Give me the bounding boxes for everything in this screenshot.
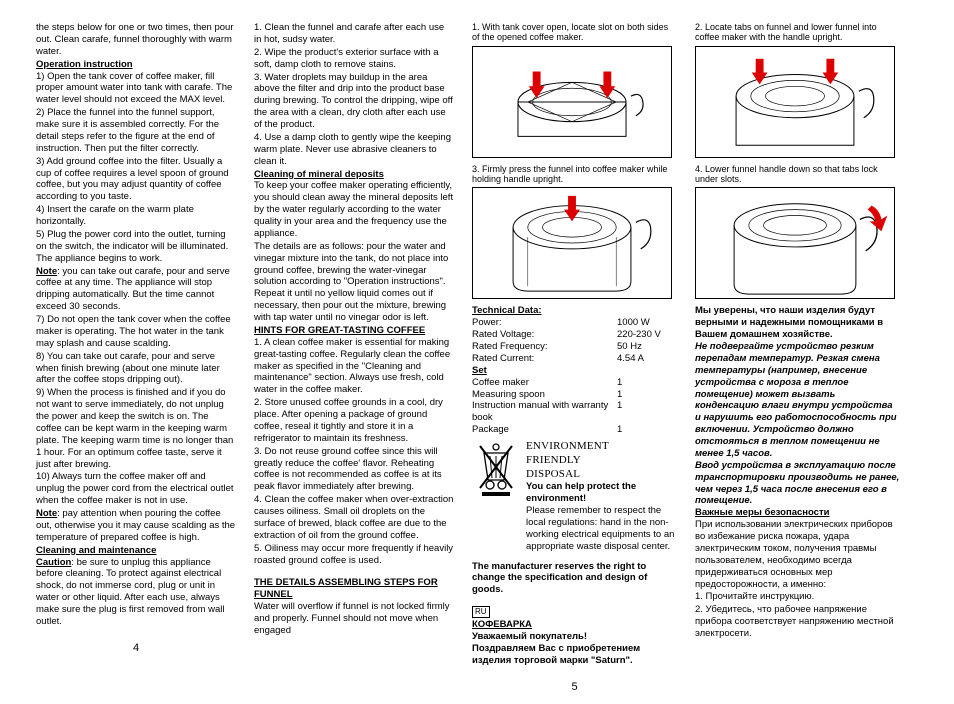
ru-text-italic: Ввод устройства в эксплуатацию после тра… <box>695 460 900 508</box>
column-1: the steps below for one or two times, th… <box>36 22 236 694</box>
spec-row: Rated Voltage:220-230 V <box>472 329 677 341</box>
text: The details are as follows: pour the wat… <box>254 241 454 324</box>
text: To keep your coffee maker operating effi… <box>254 180 454 239</box>
heading-assembling: THE DETAILS ASSEMBLING STEPS FOR FUNNEL <box>254 577 454 601</box>
spec-row: Rated Frequency:50 Hz <box>472 341 677 353</box>
spec-row: Power:1000 W <box>472 317 677 329</box>
page-number: 4 <box>36 642 236 656</box>
text: 8) You can take out carafe, pour and ser… <box>36 351 236 387</box>
text: 5. Oiliness may occur more frequently if… <box>254 543 454 567</box>
text: 2) Place the funnel into the funnel supp… <box>36 107 236 155</box>
page-number: 5 <box>472 681 677 695</box>
disposal-text: ENVIRONMENT FRIENDLY DISPOSAL You can he… <box>526 440 677 553</box>
caution-block: Caution: be sure to unplug this applianc… <box>36 557 236 628</box>
spec-val: 220-230 V <box>617 329 677 341</box>
text: 10) Always turn the coffee maker off and… <box>36 471 236 507</box>
diagram-4 <box>695 187 895 299</box>
text: 9) When the process is finished and if y… <box>36 387 236 470</box>
disposal-block: ENVIRONMENT FRIENDLY DISPOSAL You can he… <box>472 440 677 553</box>
heading-operation: Operation instruction <box>36 59 236 71</box>
ru-greeting: Уважаемый покупатель! <box>472 631 677 643</box>
heading-cleaning: Cleaning and maintenance <box>36 545 236 557</box>
spec-val: 50 Hz <box>617 341 677 353</box>
figure-caption-4: 4. Lower funnel handle down so that tabs… <box>695 164 900 185</box>
env-text: Please remember to respect the local reg… <box>526 505 677 553</box>
text: 7) Do not open the tank cover when the c… <box>36 314 236 350</box>
heading-hints: HINTS FOR GREAT-TASTING COFFEE <box>254 325 454 337</box>
set-val: 1 <box>617 424 677 436</box>
spec-key: Rated Frequency: <box>472 341 617 353</box>
text: 4. Use a damp cloth to gently wipe the k… <box>254 132 454 168</box>
set-val: 1 <box>617 389 677 401</box>
spec-row: Rated Current:4.54 A <box>472 353 677 365</box>
set-row: Measuring spoon1 <box>472 389 677 401</box>
ru-congrats: Поздравляем Вас с приобретением изделия … <box>472 643 677 667</box>
spec-key: Power: <box>472 317 617 329</box>
set-row: Instruction manual with warranty book1 <box>472 400 677 424</box>
text: 5) Plug the power cord into the outlet, … <box>36 229 236 265</box>
column-3: 1. With tank cover open, locate slot on … <box>472 22 677 694</box>
diagram-2 <box>695 46 895 158</box>
ru-text: 2. Убедитесь, что рабочее напряжение при… <box>695 604 900 640</box>
ru-text: 1. Прочитайте инструкцию. <box>695 591 900 603</box>
figure-caption-3: 3. Firmly press the funnel into coffee m… <box>472 164 677 185</box>
note-label: Note <box>36 266 57 277</box>
ru-text: Мы уверены, что наши изделия будут верны… <box>695 305 900 341</box>
text: 3) Add ground coffee into the filter. Us… <box>36 156 236 204</box>
env-title: ENVIRONMENT <box>526 440 677 454</box>
set-key: Package <box>472 424 617 436</box>
set-key: Measuring spoon <box>472 389 617 401</box>
set-val: 1 <box>617 400 677 424</box>
ru-text-italic: Не подвергайте устройство резким перепад… <box>695 341 900 460</box>
env-title: FRIENDLY <box>526 454 677 468</box>
set-val: 1 <box>617 377 677 389</box>
text: 3. Do not reuse ground coffee since this… <box>254 446 454 494</box>
set-key: Instruction manual with warranty book <box>472 400 617 424</box>
spec-val: 4.54 A <box>617 353 677 365</box>
column-2: 1. Clean the funnel and carafe after eac… <box>254 22 454 694</box>
ru-text: При использовании электрических приборов… <box>695 519 900 590</box>
set-heading: Set <box>472 365 677 377</box>
figure-caption-1: 1. With tank cover open, locate slot on … <box>472 22 677 43</box>
text: 3. Water droplets may buildup in the are… <box>254 72 454 131</box>
note-label: Note <box>36 508 57 519</box>
text: : pay attention when pouring the coffee … <box>36 508 235 543</box>
set-table: Coffee maker1Measuring spoon1Instruction… <box>472 377 677 436</box>
tech-data-heading: Technical Data: <box>472 305 677 317</box>
text: 1. A clean coffee maker is essential for… <box>254 337 454 396</box>
spec-table: Power:1000 WRated Voltage:220-230 VRated… <box>472 317 677 365</box>
text: Water will overflow if funnel is not loc… <box>254 601 454 637</box>
spec-val: 1000 W <box>617 317 677 329</box>
spec-key: Rated Current: <box>472 353 617 365</box>
text: the steps below for one or two times, th… <box>36 22 236 58</box>
figure-caption-2: 2. Locate tabs on funnel and lower funne… <box>695 22 900 43</box>
text: : you can take out carafe, pour and serv… <box>36 266 230 313</box>
manufacturer-note: The manufacturer reserves the right to c… <box>472 561 677 597</box>
ru-safety-heading: Важные меры безопасности <box>695 507 900 519</box>
text: 4) Insert the carafe on the warm plate h… <box>36 204 236 228</box>
text: 1) Open the tank cover of coffee maker, … <box>36 71 236 107</box>
env-title: DISPOSAL <box>526 468 677 482</box>
column-4: 2. Locate tabs on funnel and lower funne… <box>695 22 900 694</box>
text: 4. Clean the coffee maker when over-extr… <box>254 494 454 542</box>
text: 1. Clean the funnel and carafe after eac… <box>254 22 454 46</box>
ru-heading: КОФЕВАРКА <box>472 619 677 631</box>
note-block: Note: pay attention when pouring the cof… <box>36 508 236 544</box>
set-row: Coffee maker1 <box>472 377 677 389</box>
text: 2. Store unused coffee grounds in a cool… <box>254 397 454 445</box>
heading-mineral: Cleaning of mineral deposits <box>254 169 454 181</box>
weee-icon <box>472 440 520 553</box>
text: 2. Wipe the product's exterior surface w… <box>254 47 454 71</box>
caution-label: Caution <box>36 557 71 568</box>
note-block: Note: you can take out carafe, pour and … <box>36 266 236 314</box>
diagram-1 <box>472 46 672 158</box>
set-row: Package1 <box>472 424 677 436</box>
set-key: Coffee maker <box>472 377 617 389</box>
diagram-3 <box>472 187 672 299</box>
spec-key: Rated Voltage: <box>472 329 617 341</box>
env-bold: You can help protect the environment! <box>526 481 677 505</box>
ru-flag-icon: RU <box>472 606 490 618</box>
